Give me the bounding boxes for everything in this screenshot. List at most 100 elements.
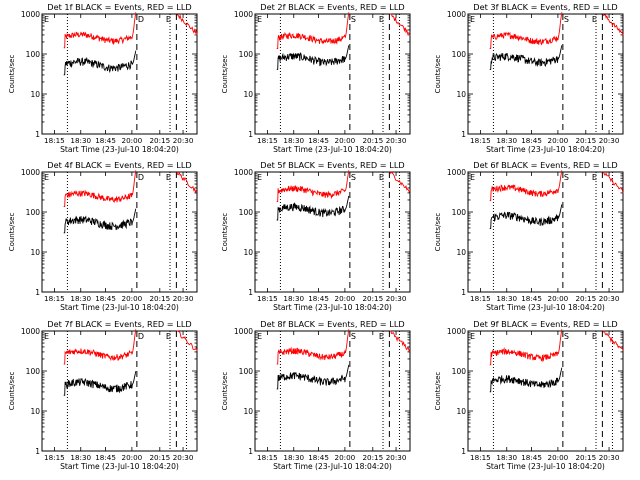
y-tick-label: 100	[452, 367, 467, 376]
events-series	[276, 364, 350, 390]
plot-panel: Det 5f BLACK = Events, RED = LLD 1 10 100 10…	[221, 160, 411, 312]
lld-series	[276, 170, 350, 203]
x-tick-label: 18:30	[70, 294, 91, 303]
y-tick-label: 1	[35, 288, 40, 297]
panel-title: Det 9f BLACK = Events, RED = LLD	[473, 319, 617, 329]
lld-series	[489, 329, 563, 366]
marker-s-label: S	[564, 15, 569, 24]
events-series	[489, 45, 563, 70]
x-tick-label: 18:45	[95, 294, 116, 303]
x-tick-label: 20:00	[122, 294, 143, 303]
x-tick-label: 18:45	[308, 294, 329, 303]
x-tick-label: 18:15	[257, 294, 278, 303]
lld-series	[489, 170, 563, 202]
panel-title: Det 8f BLACK = Events, RED = LLD	[260, 319, 404, 329]
lld-series-tail	[176, 171, 198, 194]
y-tick-label: 1	[461, 447, 466, 456]
y-axis-label: Counts/sec	[221, 55, 229, 94]
lld-series-tail	[602, 330, 624, 351]
y-tick-label: 10	[30, 90, 40, 99]
panel-title: Det 6f BLACK = Events, RED = LLD	[473, 160, 617, 170]
x-axis-label: Start Time (23-Jul-10 18:04:20)	[60, 303, 179, 312]
y-axis-label: Counts/sec	[221, 372, 229, 411]
y-axis-label: Counts/sec	[8, 55, 16, 94]
plot-frame	[41, 13, 198, 135]
plot-panel: Det 6f BLACK = Events, RED = LLD 1 10 100 10…	[434, 160, 624, 312]
x-tick-label: 20:30	[599, 453, 620, 462]
y-tick-label: 1	[248, 447, 253, 456]
y-tick-label: 1000	[21, 10, 40, 19]
lld-series-tail	[389, 13, 411, 36]
x-tick-label: 18:45	[95, 136, 116, 145]
x-axis-label: Start Time (23-Jul-10 18:04:20)	[60, 462, 179, 471]
plot-panel: Det 9f BLACK = Events, RED = LLD 1 10 100 10…	[434, 319, 624, 471]
x-tick-label: 20:15	[575, 136, 596, 145]
y-tick-label: 1	[248, 130, 253, 139]
y-tick-label: 10	[30, 248, 40, 257]
plot-frame	[467, 171, 624, 293]
x-tick-label: 20:15	[575, 294, 596, 303]
lld-series	[276, 12, 350, 49]
x-tick-label: 20:15	[575, 453, 596, 462]
lld-series-tail	[602, 171, 624, 194]
x-tick-label: 20:00	[122, 136, 143, 145]
x-tick-label: 20:30	[386, 453, 407, 462]
y-tick-label: 100	[239, 50, 254, 59]
marker-s-label: S	[351, 332, 356, 341]
y-tick-label: 100	[26, 367, 41, 376]
y-tick-label: 100	[26, 208, 41, 217]
y-tick-label: 100	[452, 208, 467, 217]
lld-series	[63, 329, 137, 365]
y-axis-label: Counts/sec	[221, 213, 229, 252]
x-tick-label: 20:15	[149, 294, 170, 303]
lld-series	[276, 329, 350, 365]
x-axis-label: Start Time (23-Jul-10 18:04:20)	[486, 462, 605, 471]
marker-e-label: E	[470, 332, 475, 341]
x-tick-label: 18:45	[95, 453, 116, 462]
marker-e-label: E	[166, 332, 171, 341]
y-tick-label: 1000	[234, 168, 253, 177]
lld-series	[63, 12, 137, 49]
lld-series-tail	[176, 330, 198, 352]
plot-frame	[41, 171, 198, 293]
x-tick-label: 18:15	[257, 136, 278, 145]
y-tick-label: 1	[35, 130, 40, 139]
marker-s-label: S	[351, 173, 356, 182]
marker-s-label: D	[138, 15, 144, 24]
marker-s-label: S	[564, 173, 569, 182]
events-series	[489, 367, 563, 393]
y-tick-label: 100	[26, 50, 41, 59]
x-axis-label: Start Time (23-Jul-10 18:04:20)	[273, 303, 392, 312]
y-tick-label: 1000	[21, 168, 40, 177]
marker-s-label: D	[138, 173, 144, 182]
y-tick-label: 10	[456, 248, 466, 257]
x-axis-label: Start Time (23-Jul-10 18:04:20)	[273, 145, 392, 154]
panel-title: Det 5f BLACK = Events, RED = LLD	[260, 160, 404, 170]
marker-e-label: E	[44, 15, 49, 24]
plot-panel: Det 2f BLACK = Events, RED = LLD 1 10 100 10…	[221, 2, 411, 154]
plot-panel: Det 8f BLACK = Events, RED = LLD 1 10 100 10…	[221, 319, 411, 471]
plot-frame	[467, 330, 624, 452]
y-tick-label: 1	[248, 288, 253, 297]
x-tick-label: 20:00	[548, 294, 569, 303]
x-tick-label: 20:00	[335, 294, 356, 303]
y-axis-label: Counts/sec	[434, 372, 442, 411]
lld-series-tail	[389, 330, 411, 353]
plot-frame	[254, 330, 411, 452]
y-tick-label: 100	[452, 50, 467, 59]
x-tick-label: 18:30	[283, 453, 304, 462]
y-axis-label: Counts/sec	[434, 55, 442, 94]
x-tick-label: 18:15	[470, 294, 491, 303]
marker-e-label: E	[257, 173, 262, 182]
marker-e-label: E	[592, 173, 597, 182]
x-axis-label: Start Time (23-Jul-10 18:04:20)	[486, 303, 605, 312]
x-tick-label: 20:30	[599, 294, 620, 303]
marker-e-label: E	[379, 173, 384, 182]
x-tick-label: 18:30	[70, 453, 91, 462]
y-tick-label: 10	[243, 248, 253, 257]
x-axis-label: Start Time (23-Jul-10 18:04:20)	[486, 145, 605, 154]
x-tick-label: 20:30	[173, 294, 194, 303]
plot-frame	[254, 171, 411, 293]
x-tick-label: 20:30	[386, 136, 407, 145]
